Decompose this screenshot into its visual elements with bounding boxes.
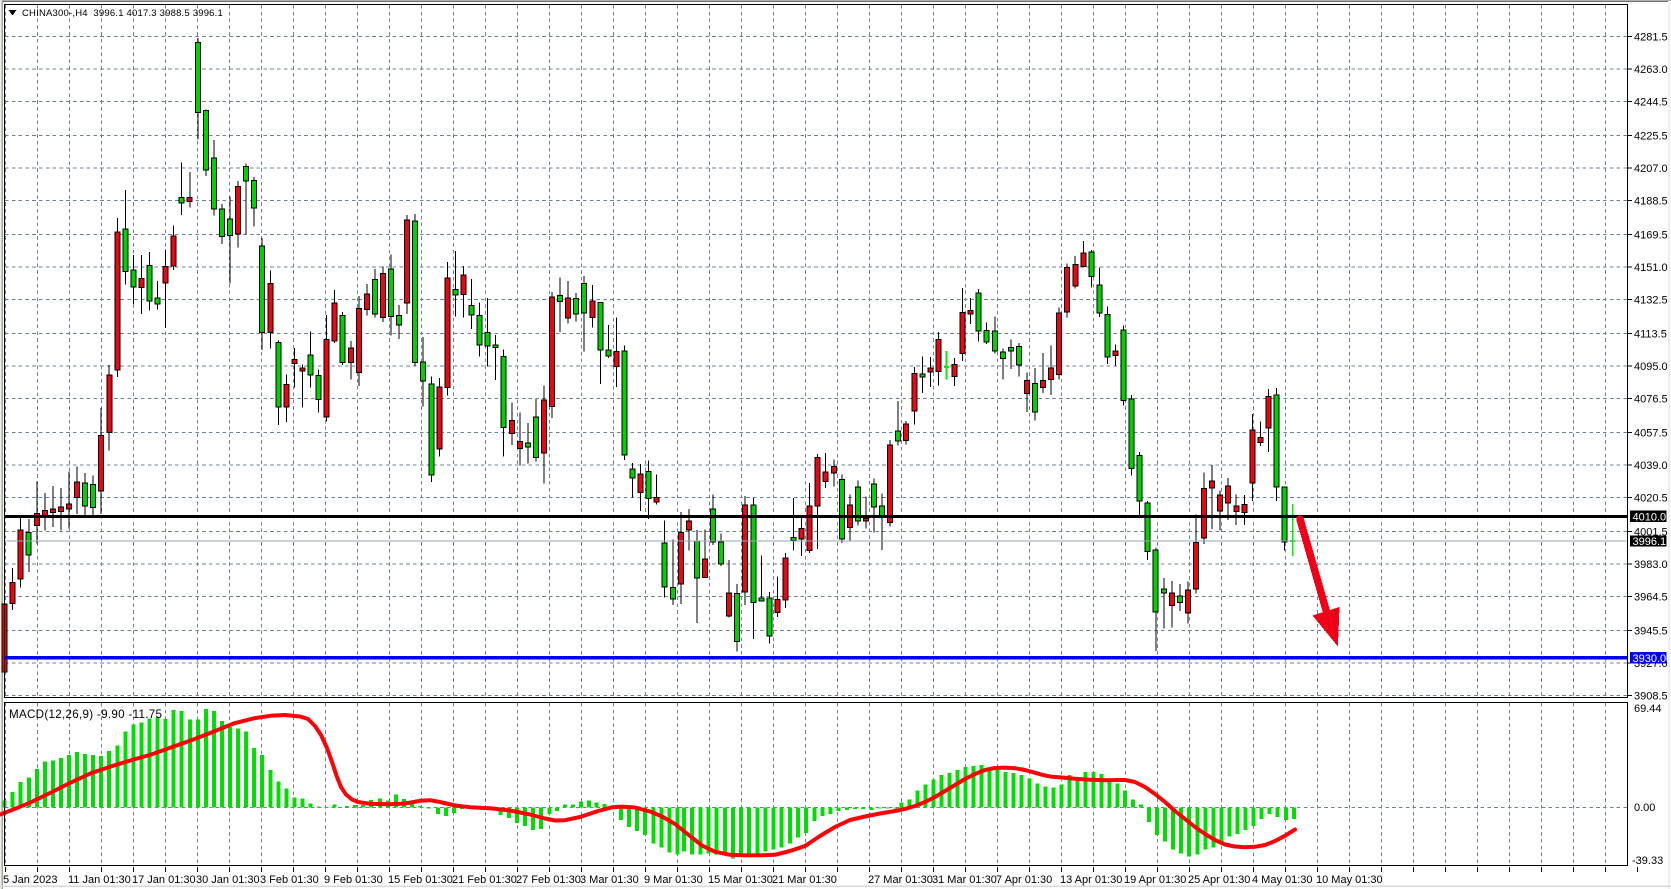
svg-text:13 Apr 01:30: 13 Apr 01:30 <box>1060 874 1122 886</box>
svg-text:4263.0: 4263.0 <box>1634 64 1668 76</box>
svg-text:3908.5: 3908.5 <box>1634 691 1668 703</box>
svg-text:3964.5: 3964.5 <box>1634 592 1668 604</box>
svg-text:CHINA300-,H4 3996.1 4017.3 39: CHINA300-,H4 3996.1 4017.3 3988.5 3996.1 <box>22 8 223 19</box>
svg-text:3 Feb 01:30: 3 Feb 01:30 <box>260 874 319 886</box>
svg-text:4010.0: 4010.0 <box>1633 511 1667 523</box>
svg-text:15 Mar 01:30: 15 Mar 01:30 <box>708 874 773 886</box>
svg-text:4001.5: 4001.5 <box>1634 526 1668 538</box>
svg-text:4095.0: 4095.0 <box>1634 361 1668 373</box>
svg-text:4281.5: 4281.5 <box>1634 31 1668 43</box>
svg-text:4244.5: 4244.5 <box>1634 97 1668 109</box>
svg-text:0.00: 0.00 <box>1634 802 1655 814</box>
svg-text:3 Mar 01:30: 3 Mar 01:30 <box>580 874 639 886</box>
svg-text:4151.0: 4151.0 <box>1634 262 1668 274</box>
svg-text:-39.33: -39.33 <box>1632 855 1663 867</box>
svg-text:4020.5: 4020.5 <box>1634 493 1668 505</box>
svg-text:4039.0: 4039.0 <box>1634 460 1668 472</box>
svg-text:30 Jan 01:30: 30 Jan 01:30 <box>196 874 260 886</box>
svg-text:17 Jan 01:30: 17 Jan 01:30 <box>132 874 196 886</box>
svg-text:4057.5: 4057.5 <box>1634 427 1668 439</box>
svg-text:3930.0: 3930.0 <box>1633 653 1667 665</box>
svg-text:21 Feb 01:30: 21 Feb 01:30 <box>452 874 517 886</box>
svg-text:3945.5: 3945.5 <box>1634 625 1668 637</box>
svg-text:10 May 01:30: 10 May 01:30 <box>1316 874 1383 886</box>
svg-text:4207.0: 4207.0 <box>1634 163 1668 175</box>
svg-text:25 Apr 01:30: 25 Apr 01:30 <box>1188 874 1250 886</box>
svg-text:4225.5: 4225.5 <box>1634 130 1668 142</box>
svg-text:5 Jan 2023: 5 Jan 2023 <box>3 874 57 886</box>
svg-text:31 Mar 01:30: 31 Mar 01:30 <box>932 874 997 886</box>
svg-text:4113.5: 4113.5 <box>1634 328 1667 340</box>
svg-text:4 May 01:30: 4 May 01:30 <box>1252 874 1313 886</box>
svg-text:9 Feb 01:30: 9 Feb 01:30 <box>324 874 383 886</box>
svg-text:11 Jan 01:30: 11 Jan 01:30 <box>68 874 131 886</box>
svg-text:27 Mar 01:30: 27 Mar 01:30 <box>868 874 933 886</box>
svg-text:9 Mar 01:30: 9 Mar 01:30 <box>644 874 703 886</box>
svg-text:15 Feb 01:30: 15 Feb 01:30 <box>388 874 453 886</box>
svg-text:19 Apr 01:30: 19 Apr 01:30 <box>1124 874 1186 886</box>
svg-text:21 Mar 01:30: 21 Mar 01:30 <box>772 874 837 886</box>
svg-text:69.44: 69.44 <box>1634 703 1662 715</box>
svg-text:MACD(12,26,9) -9.90 -11.75: MACD(12,26,9) -9.90 -11.75 <box>9 708 162 721</box>
svg-text:4076.5: 4076.5 <box>1634 394 1668 406</box>
svg-text:4132.5: 4132.5 <box>1634 295 1668 307</box>
svg-text:7 Apr 01:30: 7 Apr 01:30 <box>996 874 1052 886</box>
svg-text:4188.5: 4188.5 <box>1634 196 1668 208</box>
svg-text:4169.5: 4169.5 <box>1634 229 1668 241</box>
svg-text:27 Feb 01:30: 27 Feb 01:30 <box>516 874 581 886</box>
svg-text:3983.0: 3983.0 <box>1634 559 1668 571</box>
svg-text:3996.1: 3996.1 <box>1633 536 1667 548</box>
